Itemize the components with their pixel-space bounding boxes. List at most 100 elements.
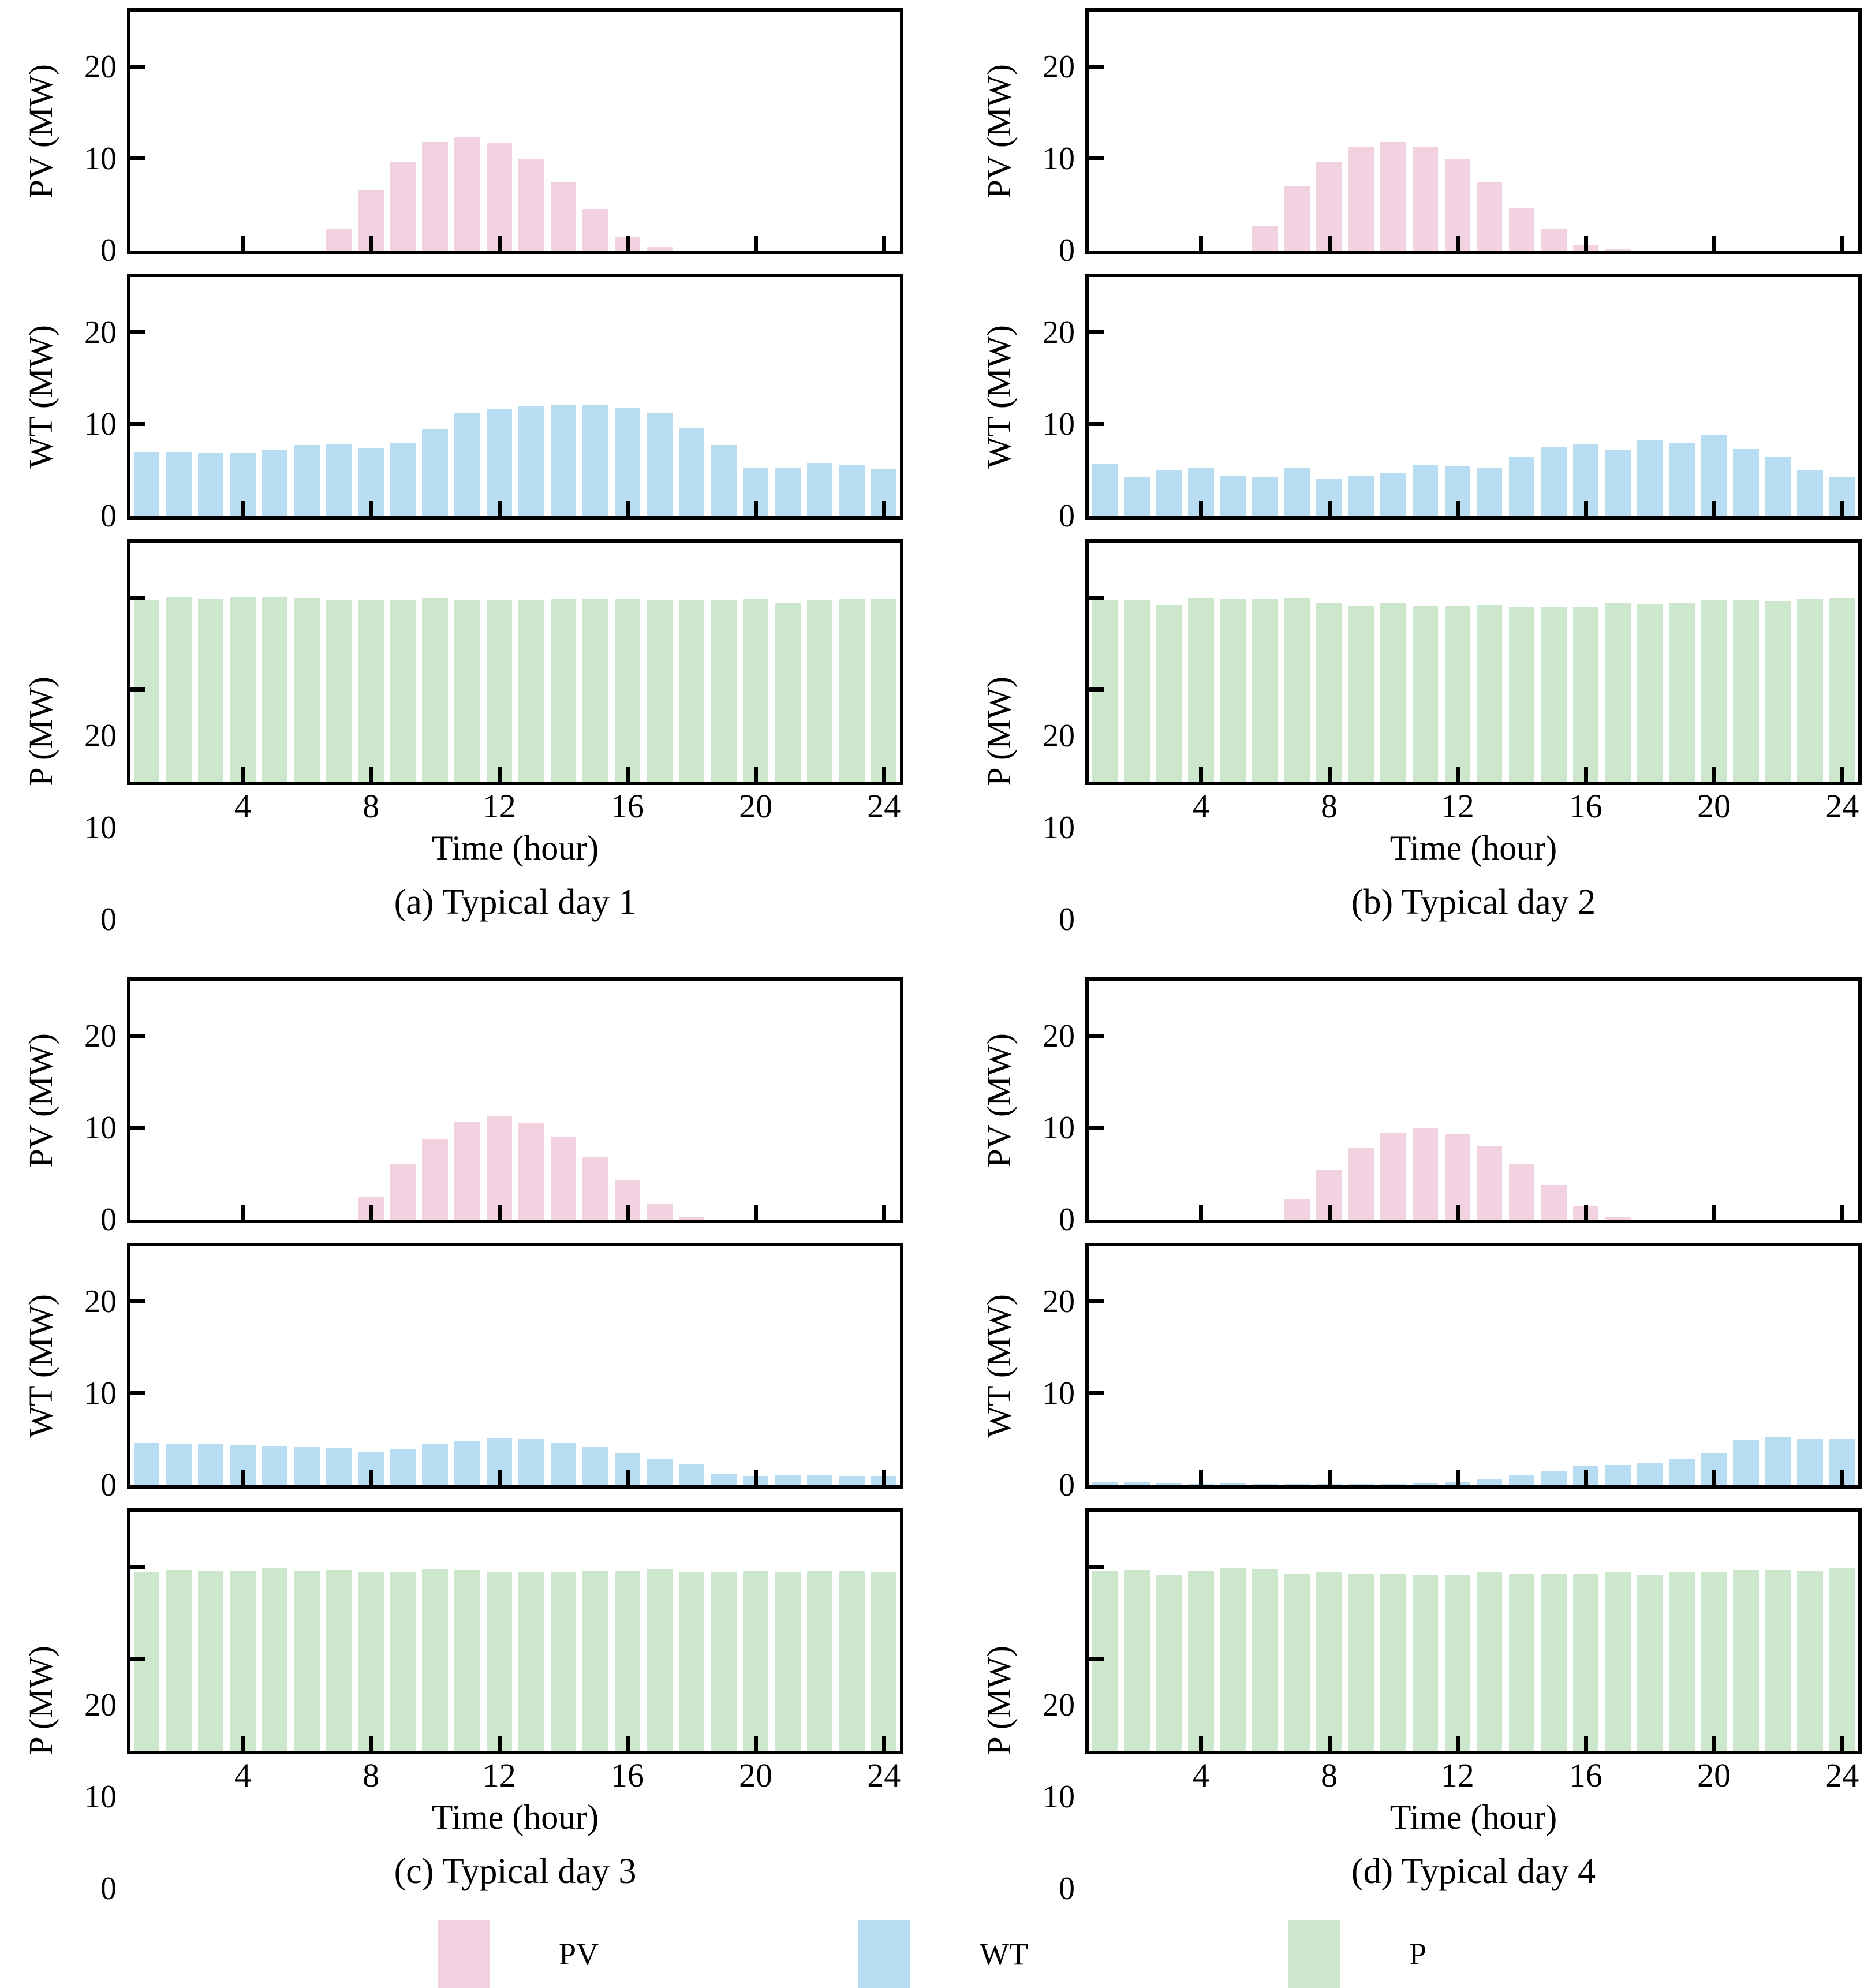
bar-p-hour-9 [1348, 606, 1374, 782]
x-tick-mark [625, 236, 630, 251]
x-tick-label: 8 [1321, 1757, 1338, 1794]
y-tick-labels: 0 10 20 [61, 539, 127, 936]
bar-pv-hour-7 [1284, 186, 1310, 251]
y-axis-label-text: WT (MW) [21, 324, 59, 469]
bar-pv-hour-9 [1348, 1148, 1374, 1220]
chart-panel-d: PV (MW) 0 10 20 WT (MW) 0 10 20 P (MW) 0 10 20 4 8 12 1… [978, 977, 1862, 1912]
x-tick-label: 16 [1568, 787, 1602, 825]
legend: PV WT P [0, 1920, 1864, 1988]
x-tick-mark [1583, 501, 1588, 516]
bar-wt-hour-22 [806, 1475, 833, 1485]
x-tick-mark [497, 236, 502, 251]
y-tick-labels: 0 10 20 [1019, 274, 1085, 532]
bar-p-hour-14 [1508, 1574, 1535, 1751]
bar-wt-hour-10 [422, 429, 448, 516]
x-tick-mark [625, 1205, 630, 1220]
x-tick-mark [1712, 1205, 1717, 1220]
bar-wt-hour-1 [1092, 1481, 1118, 1485]
x-tick-label: 4 [234, 787, 251, 825]
bar-wt-hour-21 [775, 467, 801, 516]
x-tick-mark [1712, 767, 1717, 782]
bar-p-hour-7 [1284, 1574, 1310, 1751]
bar-p-hour-4 [1188, 1570, 1214, 1751]
bar-p-hour-13 [518, 600, 544, 782]
x-tick-mark [241, 767, 245, 782]
legend-item-pv: PV [437, 1920, 599, 1988]
plot-area-p-a [127, 539, 903, 785]
x-tick-mark [1840, 1470, 1845, 1485]
y-tick-label: 20 [1043, 1687, 1075, 1723]
bar-wt-hour-12 [486, 408, 512, 516]
y-tick-label: 20 [1043, 718, 1075, 754]
x-tick-mark [1712, 1736, 1717, 1751]
x-tick-label: 12 [482, 1757, 516, 1794]
bar-pv-hour-9 [390, 1163, 416, 1220]
bar-p-hour-23 [839, 599, 865, 782]
y-tick-label: 20 [84, 1687, 117, 1723]
bar-pv-hour-6 [1252, 226, 1278, 251]
x-tick-mark [1712, 1470, 1717, 1485]
x-tick-labels: 4 8 12 16 20 24 [127, 785, 903, 825]
bar-p-hour-9 [390, 1572, 416, 1751]
y-tick-mark [130, 687, 145, 692]
x-tick-mark [241, 501, 245, 516]
y-tick-mark [1089, 1391, 1104, 1395]
x-tick-mark [241, 236, 245, 251]
subplot-p-c: P (MW) 0 10 20 4 8 12 16 20 24 Time (hour) (c) Typi… [20, 1508, 903, 1905]
y-tick-mark [130, 330, 145, 334]
bar-wt-hour-7 [326, 444, 352, 516]
y-tick-mark [130, 156, 145, 160]
x-tick-label: 16 [1568, 1757, 1602, 1794]
x-tick-label: 8 [363, 1757, 380, 1794]
bar-p-hour-19 [711, 600, 737, 782]
x-tick-label: 20 [1697, 787, 1731, 825]
x-tick-mark [369, 1736, 373, 1751]
subplot-pv-a: PV (MW) 0 10 20 [20, 8, 903, 267]
bar-wt-hour-11 [1412, 1483, 1439, 1485]
panel-caption-b: (b) Typical day 2 [1351, 883, 1596, 922]
bar-wt-hour-6 [1252, 1484, 1278, 1485]
bar-p-hour-2 [1124, 599, 1150, 782]
bar-wt-hour-23 [1797, 1439, 1823, 1485]
bar-wt-hour-17 [647, 1458, 673, 1485]
bar-p-hour-20 [742, 1570, 769, 1751]
x-tick-mark [1199, 501, 1204, 516]
bar-wt-hour-11 [454, 1441, 480, 1485]
bar-wt-hour-5 [262, 1445, 288, 1485]
x-tick-mark [1583, 1736, 1588, 1751]
bar-p-hour-15 [1541, 1573, 1567, 1751]
bar-p-hour-13 [1477, 605, 1503, 782]
x-tick-mark [1327, 767, 1332, 782]
x-tick-mark [1840, 236, 1845, 251]
x-tick-mark [1327, 1736, 1332, 1751]
x-tick-mark [882, 767, 887, 782]
bar-p-hour-24 [1829, 597, 1855, 782]
bar-p-hour-3 [1156, 605, 1182, 782]
bar-p-hour-8 [358, 599, 384, 782]
bar-p-hour-12 [486, 600, 512, 782]
bar-pv-hour-11 [454, 1121, 480, 1220]
bar-p-hour-22 [1765, 601, 1791, 782]
y-tick-label: 0 [1059, 498, 1075, 534]
bar-pv-hour-13 [518, 158, 544, 251]
x-tick-mark [1840, 1736, 1845, 1751]
x-tick-mark [497, 767, 502, 782]
x-axis-label-b: Time (hour) [1389, 829, 1557, 867]
bar-pv-hour-9 [390, 161, 416, 251]
bar-pv-hour-13 [1477, 181, 1503, 251]
bar-p-hour-3 [1156, 1575, 1182, 1751]
bar-p-hour-22 [806, 600, 833, 782]
x-tick-label: 12 [1440, 1757, 1474, 1794]
y-tick-label: 10 [1043, 1375, 1075, 1411]
bar-wt-hour-14 [550, 1443, 577, 1485]
y-tick-mark [130, 64, 145, 69]
x-tick-labels: 4 8 12 16 20 24 [1085, 1754, 1862, 1795]
bar-wt-hour-15 [582, 1447, 608, 1485]
y-tick-label: 10 [84, 140, 117, 177]
panel-caption-c: (c) Typical day 3 [394, 1852, 637, 1891]
x-tick-mark [1199, 1205, 1204, 1220]
y-axis-label-text: P (MW) [21, 1645, 59, 1755]
y-tick-mark [130, 1656, 145, 1661]
x-tick-label: 8 [1321, 787, 1338, 825]
bar-wt-hour-23 [839, 465, 865, 516]
